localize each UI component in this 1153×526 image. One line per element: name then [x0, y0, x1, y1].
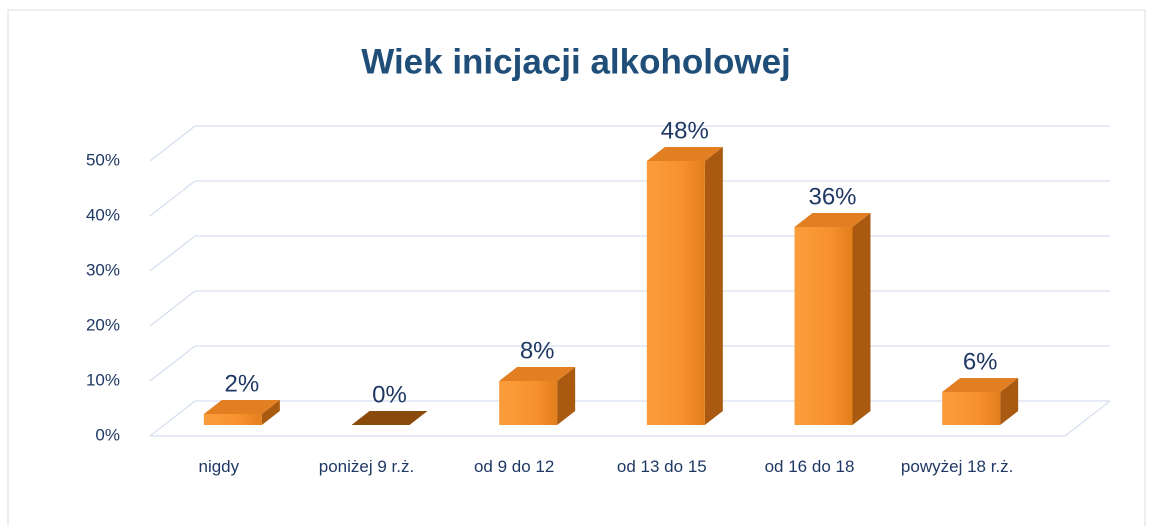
- y-tick-label: 50%: [86, 150, 120, 169]
- bar-side: [1000, 378, 1019, 425]
- bar: [203, 400, 280, 425]
- grid-line: [149, 290, 1110, 327]
- grid-line: [149, 180, 1110, 217]
- bar-top: [203, 400, 280, 414]
- bar-top: [646, 147, 723, 161]
- y-tick-label: 0%: [95, 425, 120, 444]
- bar-top: [942, 378, 1019, 392]
- bar-top: [794, 213, 871, 227]
- value-label: 8%: [520, 337, 555, 364]
- bar: [499, 367, 576, 425]
- chart-title: Wiek inicjacji alkoholowej: [361, 42, 791, 81]
- y-tick-label: 40%: [86, 205, 120, 224]
- x-tick-label: od 16 do 18: [764, 457, 855, 476]
- x-tick-label: powyżej 18 r.ż.: [900, 457, 1014, 476]
- bar: [351, 411, 428, 425]
- bar-front: [499, 381, 558, 425]
- bar-front: [794, 227, 853, 425]
- chart-border: [7, 9, 1146, 526]
- bar-side: [557, 367, 576, 425]
- bar-side: [704, 147, 723, 425]
- x-tick-label: od 13 do 15: [616, 457, 707, 476]
- bar: [794, 213, 871, 425]
- grid-line: [149, 125, 1110, 162]
- bar-top: [351, 411, 428, 425]
- bar-top: [499, 367, 576, 381]
- value-label: 0%: [372, 381, 407, 408]
- x-tick-label: poniżej 9 r.ż.: [318, 457, 415, 476]
- bar-side: [852, 213, 871, 425]
- grid-line: [149, 235, 1110, 272]
- value-label: 2%: [224, 370, 259, 397]
- y-tick-label: 20%: [86, 315, 120, 334]
- value-label: 36%: [808, 183, 856, 210]
- x-tick-label: od 9 do 12: [473, 457, 555, 476]
- bar-front: [203, 414, 262, 425]
- bar-side: [261, 400, 280, 425]
- y-tick-label: 10%: [86, 370, 120, 389]
- bar-front: [646, 161, 705, 425]
- x-tick-label: nigdy: [198, 457, 240, 476]
- bar: [646, 147, 723, 425]
- y-tick-label: 30%: [86, 260, 120, 279]
- bar: [942, 378, 1019, 425]
- floor-edge: [150, 400, 1111, 437]
- value-label: 48%: [661, 117, 709, 144]
- value-label: 6%: [963, 348, 998, 375]
- bar-front: [942, 392, 1001, 425]
